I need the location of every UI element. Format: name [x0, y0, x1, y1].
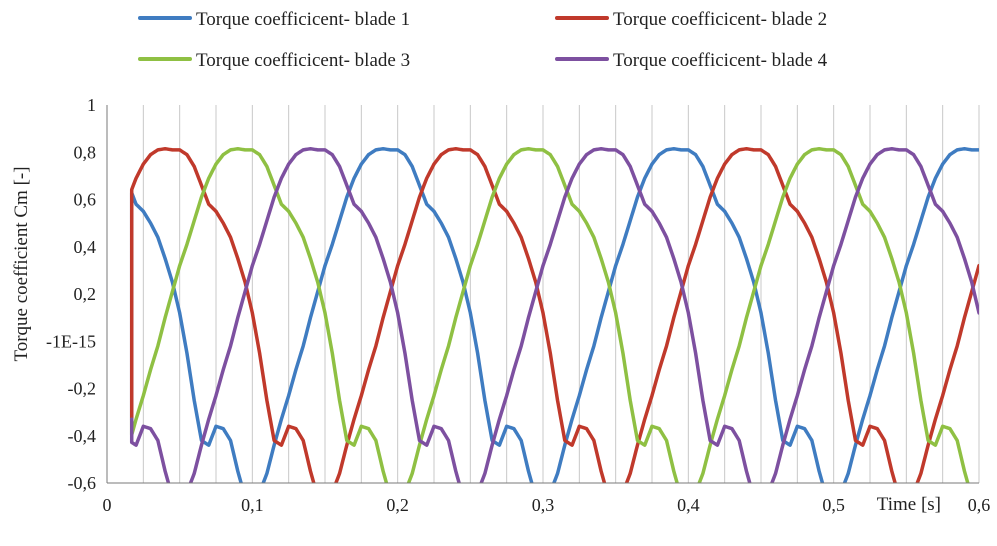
series-line-blade-2 — [129, 146, 979, 483]
y-tick-label: 0,6 — [74, 190, 97, 210]
y-tick-label: -1E-15 — [46, 331, 96, 351]
legend-label-blade-1: Torque coefficicent- blade 1 — [196, 9, 410, 30]
legend: Torque coefficicent- blade 1 Torque coef… — [138, 9, 828, 71]
y-tick-label: 1 — [87, 95, 96, 115]
legend-label-blade-3: Torque coefficicent- blade 3 — [196, 50, 410, 71]
legend-label-blade-4: Torque coefficicent- blade 4 — [613, 50, 828, 71]
y-axis-label: Torque coefficient Cm [-] — [11, 166, 32, 361]
y-tick-label: -0,2 — [68, 379, 97, 399]
y-tick-labels: -0,6 -0,4 -0,2 -1E-15 0,2 0,4 0,6 0,8 1 — [46, 95, 96, 493]
x-tick-label: 0,6 — [968, 495, 991, 515]
series-line-blade-4 — [129, 146, 979, 483]
legend-entry-blade-2: Torque coefficicent- blade 2 — [555, 9, 827, 30]
x-tick-labels: 0 0,1 0,2 0,3 0,4 0,5 0,6 — [103, 495, 991, 515]
legend-label-blade-2: Torque coefficicent- blade 2 — [613, 9, 827, 30]
legend-entry-blade-4: Torque coefficicent- blade 4 — [555, 50, 828, 71]
y-tick-label: -0,4 — [68, 426, 97, 446]
x-tick-label: 0,1 — [241, 495, 264, 515]
x-tick-label: 0,5 — [822, 495, 845, 515]
y-tick-label: -0,6 — [68, 473, 97, 493]
y-tick-label: 0,4 — [74, 237, 97, 257]
y-tick-label: 0,8 — [74, 142, 97, 162]
series-line-blade-3 — [129, 146, 970, 483]
series-layer — [129, 146, 979, 483]
x-axis-label: Time [s] — [877, 494, 941, 515]
vertical-gridlines — [142, 105, 980, 483]
x-tick-label: 0,2 — [386, 495, 409, 515]
legend-entry-blade-1: Torque coefficicent- blade 1 — [138, 9, 410, 30]
series-line-blade-1 — [129, 146, 979, 483]
x-tick-label: 0,3 — [532, 495, 555, 515]
x-tick-label: 0 — [103, 495, 112, 515]
y-tick-label: 0,2 — [74, 284, 97, 304]
legend-entry-blade-3: Torque coefficicent- blade 3 — [138, 50, 410, 71]
x-tick-label: 0,4 — [677, 495, 700, 515]
